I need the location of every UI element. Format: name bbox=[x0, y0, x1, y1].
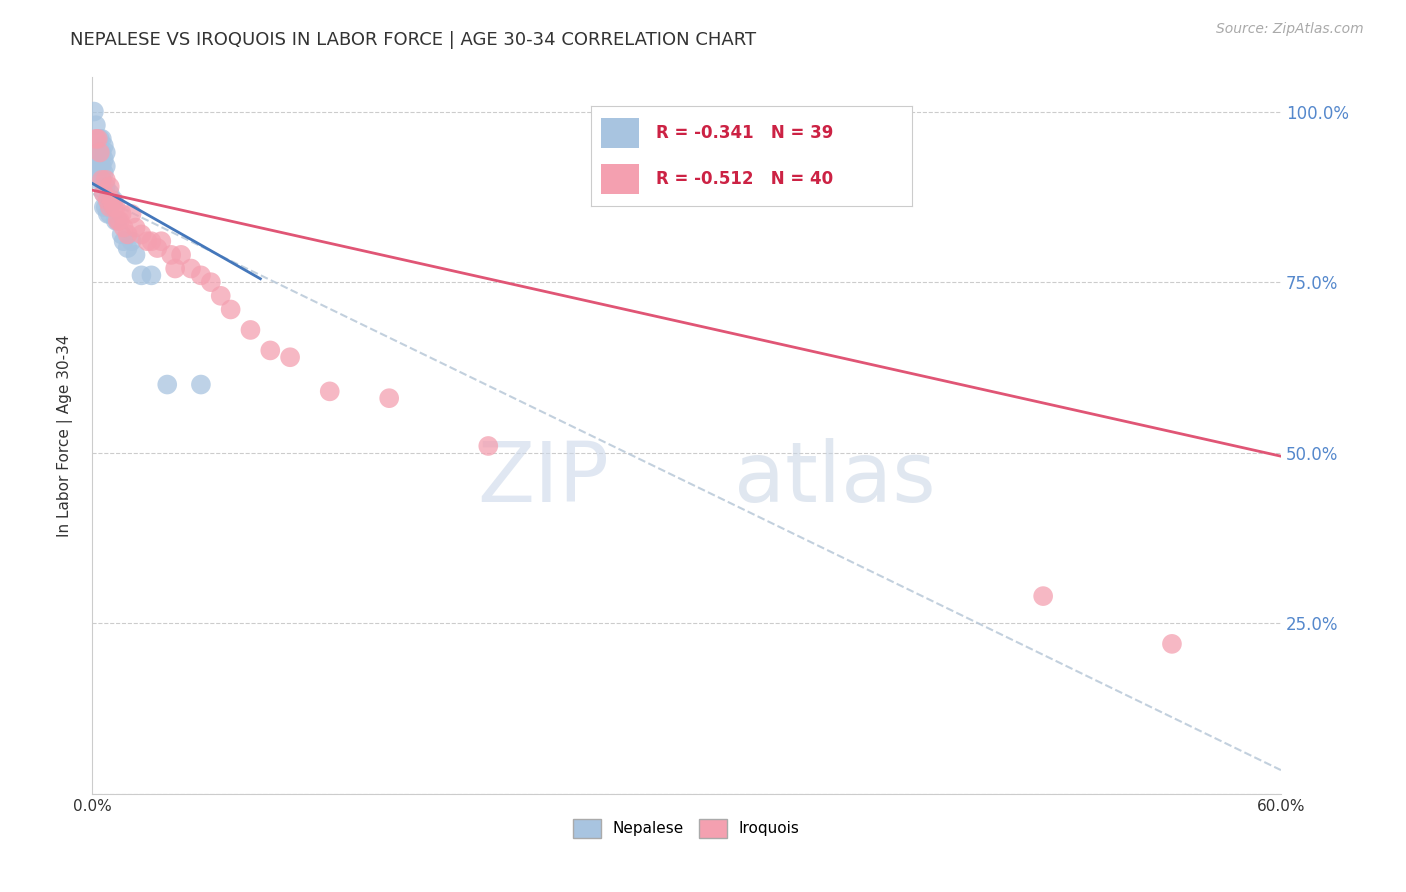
Text: Source: ZipAtlas.com: Source: ZipAtlas.com bbox=[1216, 22, 1364, 37]
Point bbox=[107, 213, 129, 227]
Point bbox=[319, 384, 342, 399]
Point bbox=[84, 159, 107, 173]
Point bbox=[112, 220, 135, 235]
Point bbox=[131, 268, 153, 283]
Point bbox=[98, 179, 121, 194]
Legend: Nepalese, Iroquois: Nepalese, Iroquois bbox=[567, 813, 806, 844]
Point bbox=[98, 200, 121, 214]
Y-axis label: In Labor Force | Age 30-34: In Labor Force | Age 30-34 bbox=[58, 334, 73, 537]
Point bbox=[90, 145, 112, 160]
Point bbox=[97, 194, 120, 208]
Point bbox=[94, 173, 117, 187]
Point bbox=[90, 173, 112, 187]
Point bbox=[94, 145, 117, 160]
Point bbox=[200, 275, 222, 289]
Point bbox=[97, 207, 120, 221]
Point bbox=[111, 227, 134, 242]
Point bbox=[121, 234, 143, 248]
Point bbox=[93, 186, 115, 201]
Point bbox=[84, 132, 107, 146]
Point bbox=[93, 200, 115, 214]
Point bbox=[121, 207, 143, 221]
Point bbox=[103, 200, 125, 214]
Point bbox=[1161, 637, 1184, 651]
Point bbox=[84, 118, 107, 132]
Point bbox=[117, 227, 139, 242]
Point bbox=[259, 343, 281, 358]
Point bbox=[93, 186, 115, 201]
Point bbox=[112, 234, 135, 248]
Point bbox=[124, 220, 146, 235]
Text: NEPALESE VS IROQUOIS IN LABOR FORCE | AGE 30-34 CORRELATION CHART: NEPALESE VS IROQUOIS IN LABOR FORCE | AG… bbox=[70, 31, 756, 49]
Point bbox=[98, 186, 121, 201]
Point bbox=[89, 159, 111, 173]
Point bbox=[90, 173, 112, 187]
Point bbox=[94, 179, 117, 194]
Text: atlas: atlas bbox=[734, 438, 936, 519]
Text: ZIP: ZIP bbox=[477, 438, 609, 519]
Point bbox=[190, 377, 212, 392]
Point bbox=[83, 104, 105, 119]
Point bbox=[87, 173, 110, 187]
Point bbox=[100, 194, 122, 208]
Point bbox=[117, 241, 139, 255]
Point bbox=[180, 261, 202, 276]
Point bbox=[1032, 589, 1054, 603]
Point bbox=[89, 145, 111, 160]
Point bbox=[93, 166, 115, 180]
Point bbox=[104, 213, 127, 227]
Point bbox=[97, 194, 120, 208]
Point bbox=[136, 234, 159, 248]
Point bbox=[90, 132, 112, 146]
Point bbox=[141, 268, 163, 283]
Point bbox=[165, 261, 187, 276]
Point bbox=[378, 391, 401, 405]
Point bbox=[87, 132, 110, 146]
Point bbox=[103, 194, 125, 208]
Point bbox=[90, 159, 112, 173]
Point bbox=[111, 207, 134, 221]
Point bbox=[160, 248, 183, 262]
Point bbox=[124, 248, 146, 262]
Point bbox=[94, 200, 117, 214]
Point bbox=[209, 289, 232, 303]
Point bbox=[150, 234, 173, 248]
Point bbox=[87, 145, 110, 160]
Point bbox=[156, 377, 179, 392]
Point bbox=[87, 132, 110, 146]
Point bbox=[89, 145, 111, 160]
Point bbox=[219, 302, 242, 317]
Point bbox=[477, 439, 499, 453]
Point bbox=[89, 132, 111, 146]
Point bbox=[93, 153, 115, 167]
Point bbox=[94, 159, 117, 173]
Point bbox=[141, 234, 163, 248]
Point bbox=[98, 207, 121, 221]
Point bbox=[93, 138, 115, 153]
Point bbox=[131, 227, 153, 242]
Point bbox=[170, 248, 193, 262]
Point bbox=[100, 194, 122, 208]
Point bbox=[146, 241, 169, 255]
Point bbox=[190, 268, 212, 283]
Point bbox=[107, 213, 129, 227]
Point bbox=[104, 200, 127, 214]
Point bbox=[108, 213, 131, 227]
Point bbox=[239, 323, 262, 337]
Point bbox=[278, 350, 301, 364]
